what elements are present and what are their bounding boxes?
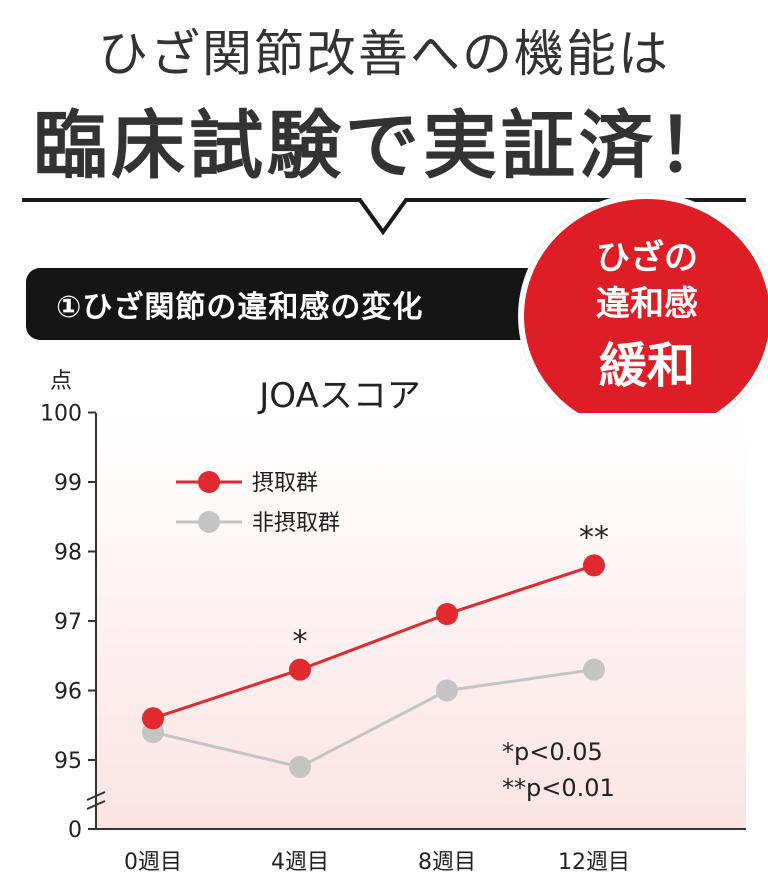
speech-pointer-divider [22,198,746,236]
y-tick-label: 99 [54,471,82,496]
x-tick-label: 4週目 [271,850,329,875]
headline-line-1: ひざ関節改善への機能は [98,25,670,83]
plot-area [96,413,746,829]
series-line [152,668,595,769]
y-tick-label: 96 [54,680,82,705]
section-header-bar [26,268,566,340]
legend-marker [198,471,220,493]
badge-line-2: 違和感 [596,284,698,324]
y-tick-label: 95 [54,749,82,774]
axis-break-mark [86,800,106,810]
legend-label: 摂取群 [252,471,318,496]
data-point [583,658,605,681]
series-line [152,563,595,720]
headline-line-2: 臨床試験で実証済！ [33,103,735,189]
data-point [289,658,311,681]
p-value-note: **p<0.01 [502,774,615,802]
data-point [436,603,458,626]
highlight-badge [519,194,768,438]
significance-mark: * [293,625,308,660]
y-tick-label: 97 [54,610,82,635]
data-point [289,755,311,778]
joa-score-line-chart: 点 JOAスコア 95 96 97 98 99 100 0 0週目 4週目 8週目 12週目 摂取群… [40,369,746,875]
p-value-note: *p<0.05 [502,738,603,766]
x-tick-label: 12週目 [558,850,630,875]
legend-marker [198,511,220,533]
data-point [436,679,458,702]
x-tick-label: 8週目 [418,850,476,875]
y-axis-unit-label: 点 [50,369,72,394]
y-tick-label: 0 [68,818,82,843]
x-tick-label: 0週目 [124,850,182,875]
legend-label: 非摂取群 [252,511,340,536]
significance-mark: ** [579,520,609,555]
axis-break-mark [86,791,106,801]
data-point [583,554,605,577]
data-point [142,707,164,730]
y-tick-label: 100 [40,402,82,427]
badge-line-3: 緩和 [598,338,695,394]
y-tick-label: 98 [54,541,82,566]
section-title: ①ひざ関節の違和感の変化 [56,290,424,325]
badge-line-1: ひざの [596,238,698,278]
chart-title: JOAスコア [257,376,420,416]
